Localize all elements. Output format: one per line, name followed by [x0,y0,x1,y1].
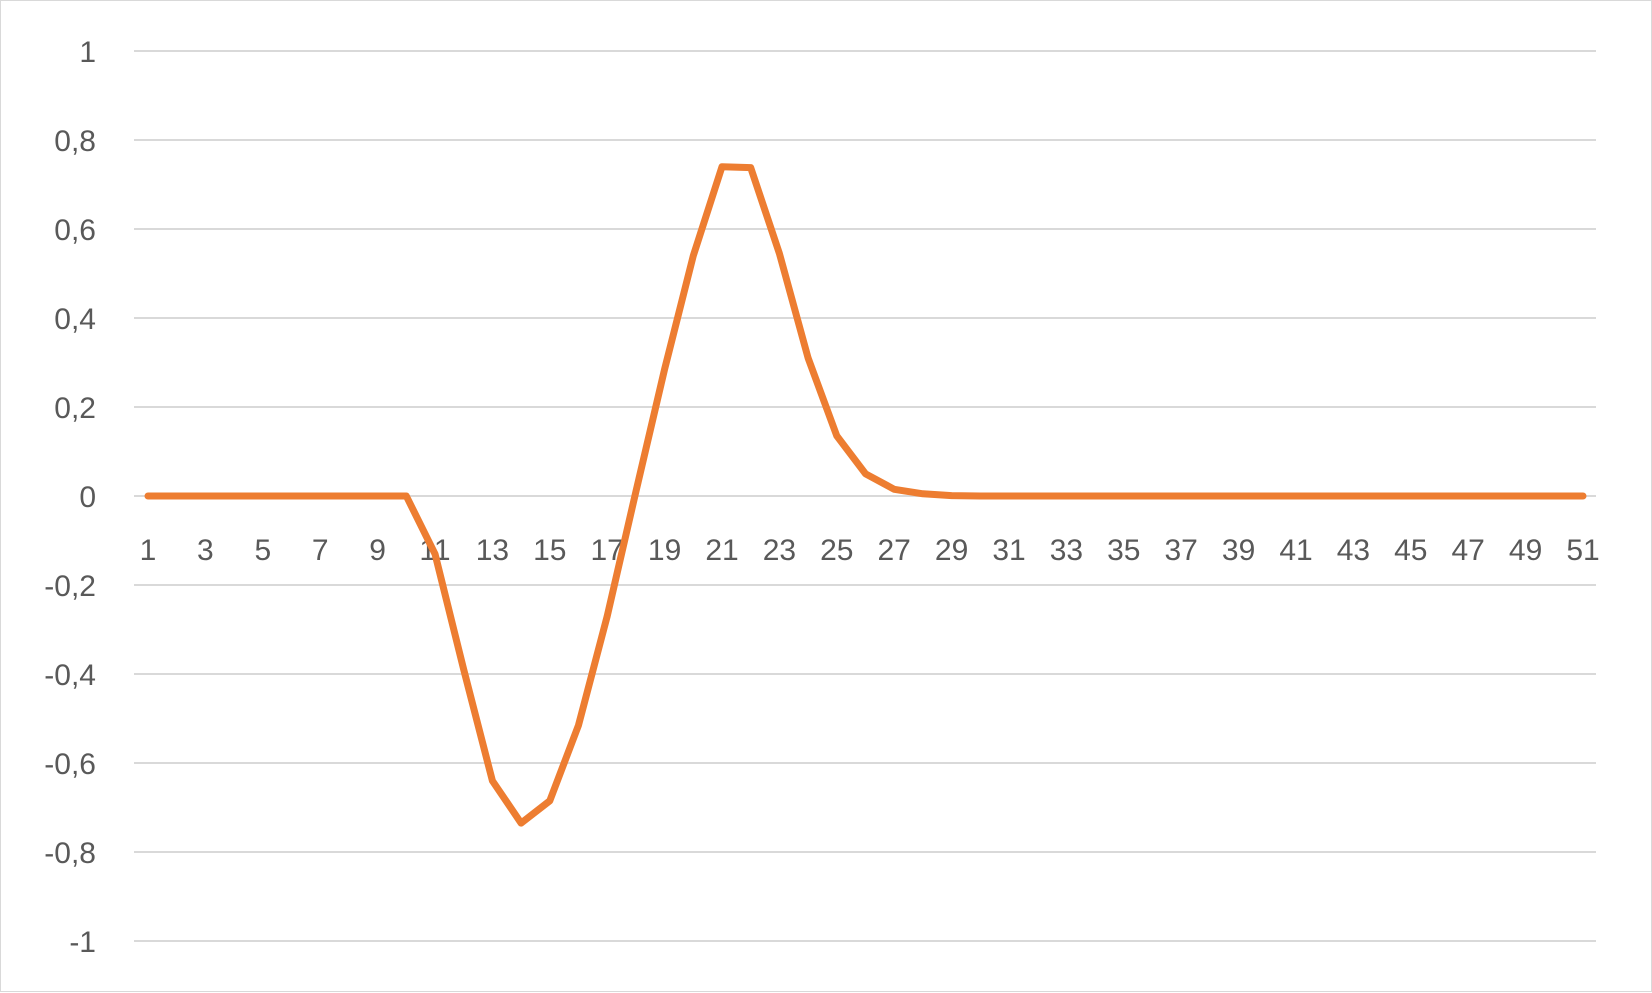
y-axis-tick-labels: 1 0,8 0,6 0,4 0,2 0 -0,2 -0,4 -0,6 -0,8 -1 [44,36,96,959]
y-tick-label: 0,8 [54,125,96,158]
x-axis-tick-labels: 1 3 5 7 9 11 13 15 17 19 21 23 25 27 29 31 33 35 37 39 41 43 4… [140,534,1600,567]
x-tick-label: 19 [648,534,681,567]
x-tick-label: 47 [1452,534,1485,567]
x-tick-label: 29 [935,534,968,567]
x-tick-label: 33 [1050,534,1083,567]
y-tick-label: -0,4 [44,659,96,692]
x-tick-label: 13 [476,534,509,567]
x-tick-label: 5 [254,534,271,567]
y-tick-label: 0,4 [54,303,96,336]
x-tick-label: 21 [705,534,738,567]
y-tick-label: -0,6 [44,748,96,781]
x-tick-label: 27 [878,534,911,567]
series-lines [144,163,1587,827]
x-tick-label: 35 [1107,534,1140,567]
x-tick-label: 41 [1279,534,1312,567]
x-tick-label: 15 [533,534,566,567]
y-tick-label: -0,2 [44,570,96,603]
x-tick-label: 45 [1394,534,1427,567]
x-tick-label: 49 [1509,534,1542,567]
x-tick-label: 9 [369,534,386,567]
x-tick-label: 37 [1165,534,1198,567]
y-tick-label: 0 [79,481,96,514]
x-tick-label: 31 [992,534,1025,567]
y-tick-label: 1 [79,36,96,69]
x-tick-label: 1 [140,534,157,567]
y-tick-label: -1 [69,926,96,959]
x-tick-label: 25 [820,534,853,567]
series-line [144,163,1587,827]
x-tick-label: 3 [197,534,214,567]
y-tick-label: 0,2 [54,392,96,425]
x-tick-label: 51 [1566,534,1599,567]
x-tick-label: 39 [1222,534,1255,567]
x-tick-label: 7 [312,534,329,567]
x-tick-label: 23 [763,534,796,567]
x-tick-label: 43 [1337,534,1370,567]
y-tick-label: 0,6 [54,214,96,247]
y-tick-label: -0,8 [44,837,96,870]
